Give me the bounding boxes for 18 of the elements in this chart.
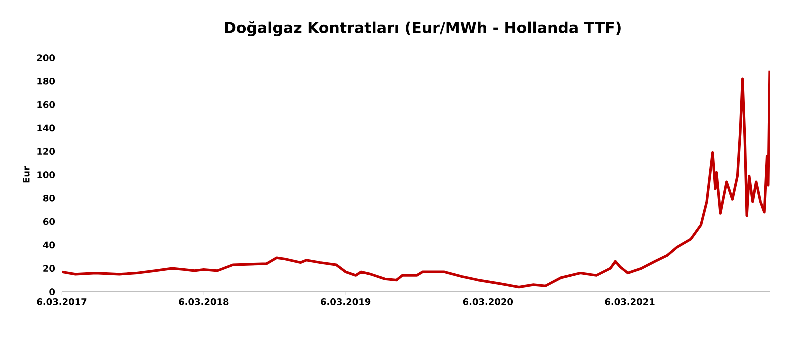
y-tick-label: 180 <box>38 78 56 85</box>
y-tick-label: 0 <box>50 288 56 296</box>
y-tick-label: 200 <box>37 54 56 62</box>
y-axis-title: Eur <box>23 166 30 183</box>
x-tick-label: 6.03.2018 <box>179 298 229 306</box>
y-tick-label: 40 <box>43 242 56 249</box>
y-tick-label: 120 <box>38 148 56 155</box>
y-tick-label: 60 <box>44 218 56 226</box>
x-tick-label: 6.03.2019 <box>321 298 371 306</box>
chart-title: Doğalgaz Kontratları (Eur/MWh - Hollanda TTF) <box>225 21 621 36</box>
x-tick-label: 6.03.2020 <box>463 298 514 306</box>
y-tick-label: 140 <box>38 124 56 132</box>
y-tick-label: 100 <box>38 172 56 178</box>
y-tick-label: 80 <box>44 194 56 202</box>
x-tick-label: 6.03.2021 <box>605 298 655 306</box>
y-tick-label: 20 <box>44 265 56 272</box>
x-tick-label: 6.03.2017 <box>37 298 87 306</box>
y-tick-label: 160 <box>38 101 56 108</box>
